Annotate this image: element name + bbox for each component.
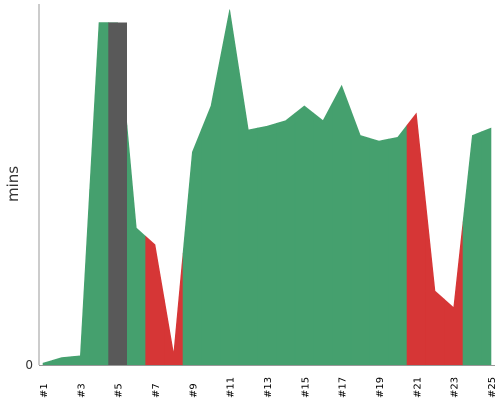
x-tick-label: #5 <box>114 383 125 398</box>
x-tick-label: #17 <box>338 377 349 398</box>
area-segment-build-20 <box>388 124 408 366</box>
x-tick-label: #13 <box>263 377 274 398</box>
x-tick-label: #15 <box>300 377 311 398</box>
area-segment-build-16 <box>313 102 333 366</box>
area-segment-build-4 <box>89 22 109 366</box>
area-segment-build-19 <box>369 137 389 366</box>
x-tick-label: #19 <box>375 377 386 398</box>
x-tick-label: #21 <box>412 377 423 398</box>
y-tick-label: 0 <box>25 358 33 372</box>
x-tick-label: #1 <box>39 383 50 398</box>
x-tick-labels: #1 #3 #5 #7 #9 #11 #13 #15 #17 #19 #21 #23 #25 <box>39 377 498 398</box>
area-segment-build-1 <box>42 359 53 366</box>
area-segment-build-7 <box>145 235 165 366</box>
x-tick-label: #23 <box>450 377 461 398</box>
area-segment-build-18 <box>350 110 370 366</box>
x-tick-label: #7 <box>151 383 162 398</box>
x-tick-label: #11 <box>226 377 237 398</box>
x-tick-label: #25 <box>487 377 498 398</box>
area-segment-build-25 <box>481 127 492 366</box>
x-tick-label: #3 <box>76 383 87 398</box>
area-segment-build-23 <box>444 221 464 366</box>
area-segment-build-22 <box>425 202 445 366</box>
area-segment-build-2 <box>52 356 72 366</box>
area-segment-build-6 <box>126 125 146 366</box>
area-segment-build-8 <box>164 252 184 366</box>
plot-area <box>42 9 492 366</box>
area-segment-build-3 <box>70 189 90 366</box>
area-segment-build-24 <box>462 131 482 366</box>
bar-build-5 <box>108 22 127 365</box>
x-tick-label: #9 <box>188 383 199 398</box>
area-segment-build-10 <box>201 57 221 366</box>
y-axis-label: mins <box>4 166 22 202</box>
area-segment-build-21 <box>406 112 426 366</box>
area-segment-build-14 <box>276 112 296 366</box>
area-segment-build-13 <box>257 123 277 366</box>
area-segment-build-11 <box>220 9 240 366</box>
area-segment-build-9 <box>182 128 202 366</box>
area-segment-build-17 <box>332 84 352 366</box>
area-segment-build-12 <box>238 69 258 366</box>
area-segment-build-15 <box>294 105 314 366</box>
